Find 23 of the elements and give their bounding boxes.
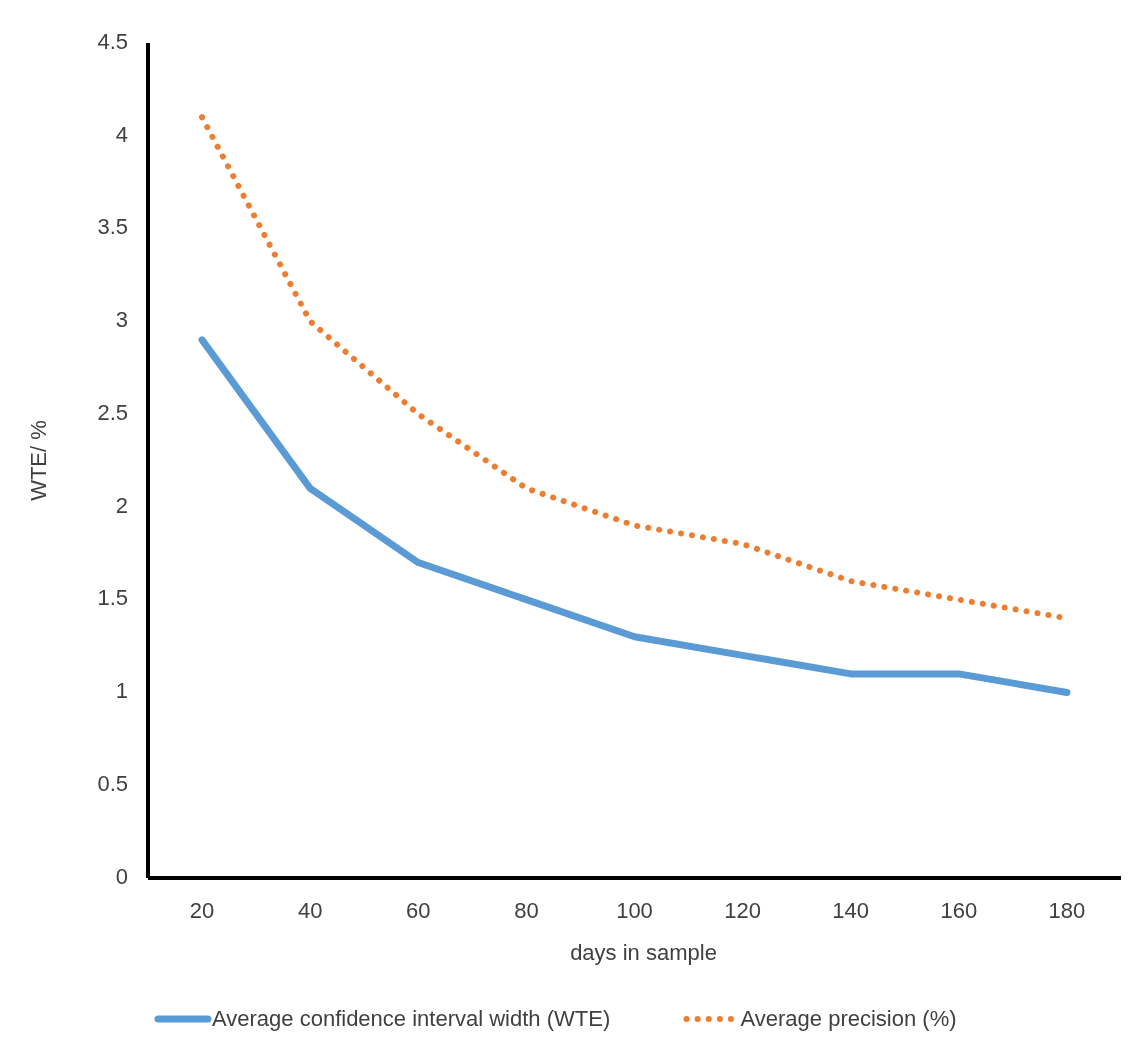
x-tick-label: 160 bbox=[940, 898, 978, 923]
x-tick-label: 40 bbox=[297, 898, 323, 923]
x-tick-label: 120 bbox=[724, 898, 761, 923]
y-tick-label: 4.5 bbox=[97, 28, 128, 54]
legend-label: Average precision (%) bbox=[740, 1006, 957, 1031]
y-tick-label: 0 bbox=[115, 863, 128, 889]
y-tick-label: 1 bbox=[115, 678, 128, 704]
x-tick-label: 20 bbox=[189, 898, 215, 923]
y-tick-label: 1.5 bbox=[97, 585, 128, 611]
y-tick-label: 3 bbox=[115, 307, 128, 333]
x-tick-label: 180 bbox=[1048, 898, 1086, 923]
x-tick-label: 80 bbox=[514, 898, 539, 923]
legend-label: Average confidence interval width (WTE) bbox=[212, 1006, 611, 1031]
x-axis-title: days in sample bbox=[570, 940, 717, 965]
x-tick-label: 140 bbox=[832, 898, 870, 923]
y-axis-title: WTE/ % bbox=[26, 420, 51, 501]
y-tick-label: 3.5 bbox=[97, 214, 128, 240]
y-tick-label: 2.5 bbox=[97, 399, 128, 425]
x-tick-label: 60 bbox=[406, 898, 431, 923]
y-tick-label: 2 bbox=[115, 492, 128, 518]
y-tick-label: 0.5 bbox=[97, 771, 128, 797]
y-tick-label: 4 bbox=[115, 121, 128, 147]
x-tick-label: 100 bbox=[616, 898, 653, 923]
